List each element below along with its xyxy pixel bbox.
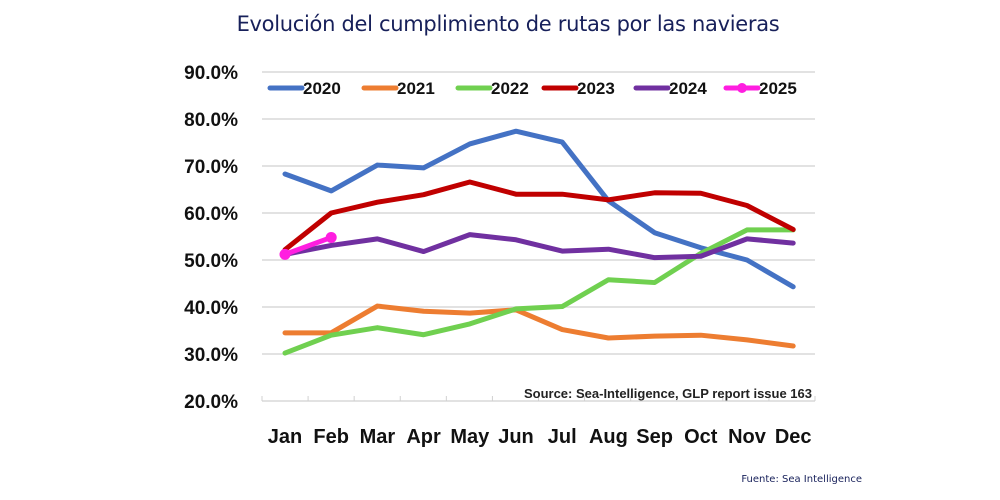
legend-label: 2024 — [669, 79, 707, 98]
legend-item-2023: 2023 — [541, 79, 615, 98]
footer-source: Fuente: Sea Intelligence — [741, 474, 862, 485]
y-tick-label: 70.0% — [184, 157, 238, 178]
y-tick-label: 50.0% — [184, 251, 238, 272]
line-2022 — [282, 227, 796, 356]
source-annotation: Source: Sea-Intelligence, GLP report iss… — [524, 386, 812, 401]
series-2023 — [282, 179, 796, 253]
legend-label: 2021 — [397, 79, 435, 98]
x-tick-label: May — [450, 426, 490, 448]
line-2023 — [282, 179, 796, 253]
series-2021 — [282, 303, 796, 349]
series-lines — [279, 128, 796, 356]
legend-item-2022: 2022 — [455, 79, 529, 98]
legend: 2020 2021 2022 2023 2024 2025 — [267, 79, 797, 98]
legend-item-2024: 2024 — [633, 79, 707, 98]
legend-item-2025: 2025 — [723, 79, 797, 98]
y-axis: 20.0% 30.0% 40.0% 50.0% 60.0% 70.0% 80.0% 90.0% — [184, 63, 238, 413]
point-2025 — [325, 231, 337, 243]
legend-label: 2023 — [577, 79, 615, 98]
line-2025 — [282, 234, 334, 257]
x-tick-label: Jun — [498, 426, 534, 448]
line-2024 — [282, 232, 796, 261]
legend-label: 2025 — [759, 79, 797, 98]
x-tick-label: Sep — [636, 426, 673, 448]
x-tick-label: Dec — [775, 426, 812, 448]
legend-marker — [737, 83, 747, 93]
y-tick-label: 80.0% — [184, 110, 238, 131]
x-axis: Jan Feb Mar Apr May Jun Jul Aug Sep Oct Nov Dec — [268, 426, 812, 448]
x-tick-label: Apr — [406, 426, 441, 448]
series-2020 — [282, 128, 796, 290]
y-tick-label: 60.0% — [184, 204, 238, 225]
line-2020 — [282, 128, 796, 290]
chart-title: Evolución del cumplimiento de rutas por … — [236, 12, 780, 36]
x-tick-label: Jul — [548, 426, 577, 448]
y-tick-label: 40.0% — [184, 298, 238, 319]
series-2022 — [282, 227, 796, 356]
y-tick-label: 20.0% — [184, 392, 238, 413]
legend-item-2020: 2020 — [267, 79, 341, 98]
y-tick-label: 30.0% — [184, 345, 238, 366]
series-2025 — [279, 231, 337, 260]
x-tick-label: Mar — [360, 426, 396, 448]
legend-label: 2020 — [303, 79, 341, 98]
legend-label: 2022 — [491, 79, 529, 98]
x-tick-label: Jan — [268, 426, 302, 448]
series-2024 — [282, 232, 796, 261]
x-tick-label: Nov — [728, 426, 767, 448]
legend-item-2021: 2021 — [361, 79, 435, 98]
x-tick-label: Aug — [589, 426, 628, 448]
point-2025 — [279, 248, 291, 260]
y-tick-label: 90.0% — [184, 63, 238, 84]
x-tick-label: Oct — [684, 426, 718, 448]
x-tick-label: Feb — [313, 426, 349, 448]
line-2021 — [282, 303, 796, 349]
